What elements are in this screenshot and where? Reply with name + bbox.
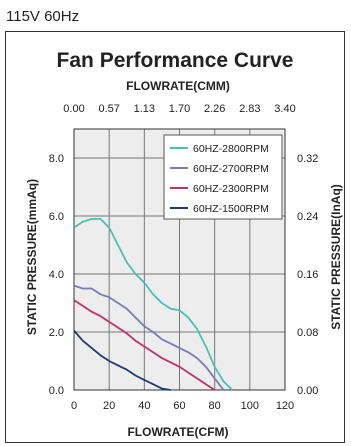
x2-tick-label: 2.26 [204,103,225,115]
series-line [73,330,171,391]
y-tick-label: 2.0 [49,327,64,339]
left-axis-title: STATIC PRESSURE(mmAq) [25,179,39,335]
y-tick-label: 8.0 [49,153,64,165]
y2-tick-label: 0.16 [297,269,318,281]
y-tick-label: 6.0 [49,211,64,223]
y2-tick-label: 0.32 [297,153,318,165]
x2-tick-label: 0.57 [98,103,119,115]
x2-tick-label: 2.83 [239,103,260,115]
x-tick-label: 40 [138,400,150,412]
chart-title: Fan Performance Curve [57,49,294,72]
legend-label: 60HZ-1500RPM [193,203,269,215]
x-tick-label: 0 [71,400,77,412]
x2-tick-label: 0.00 [63,103,84,115]
y2-tick-label: 0.08 [297,327,318,339]
legend-label: 60HZ-2700RPM [193,163,269,175]
voltage-frequency-note: 115V 60Hz [6,8,80,25]
x2-tick-label: 1.70 [169,103,190,115]
top-axis-title: FLOWRATE(CMM) [126,79,230,93]
bottom-axis-title: FLOWRATE(CFM) [127,425,228,439]
x2-tick-label: 1.13 [134,103,155,115]
x-tick-label: 120 [276,400,294,412]
series-line [73,218,233,391]
y-tick-label: 0.0 [49,385,64,397]
legend-label: 60HZ-2800RPM [193,143,269,155]
legend-label: 60HZ-2300RPM [193,183,269,195]
right-axis-title: STATIC PRESSURE(InAq) [329,184,343,330]
series-line [73,299,216,391]
plot-frame [73,128,286,391]
y2-tick-label: 0.00 [297,385,318,397]
x-tick-label: 80 [209,400,221,412]
x2-tick-label: 3.40 [274,103,295,115]
y2-tick-label: 0.24 [297,211,318,223]
y-tick-label: 4.0 [49,269,64,281]
x-tick-label: 100 [241,400,259,412]
series-line [73,284,225,391]
x-tick-label: 60 [173,400,185,412]
x-tick-label: 20 [103,400,115,412]
